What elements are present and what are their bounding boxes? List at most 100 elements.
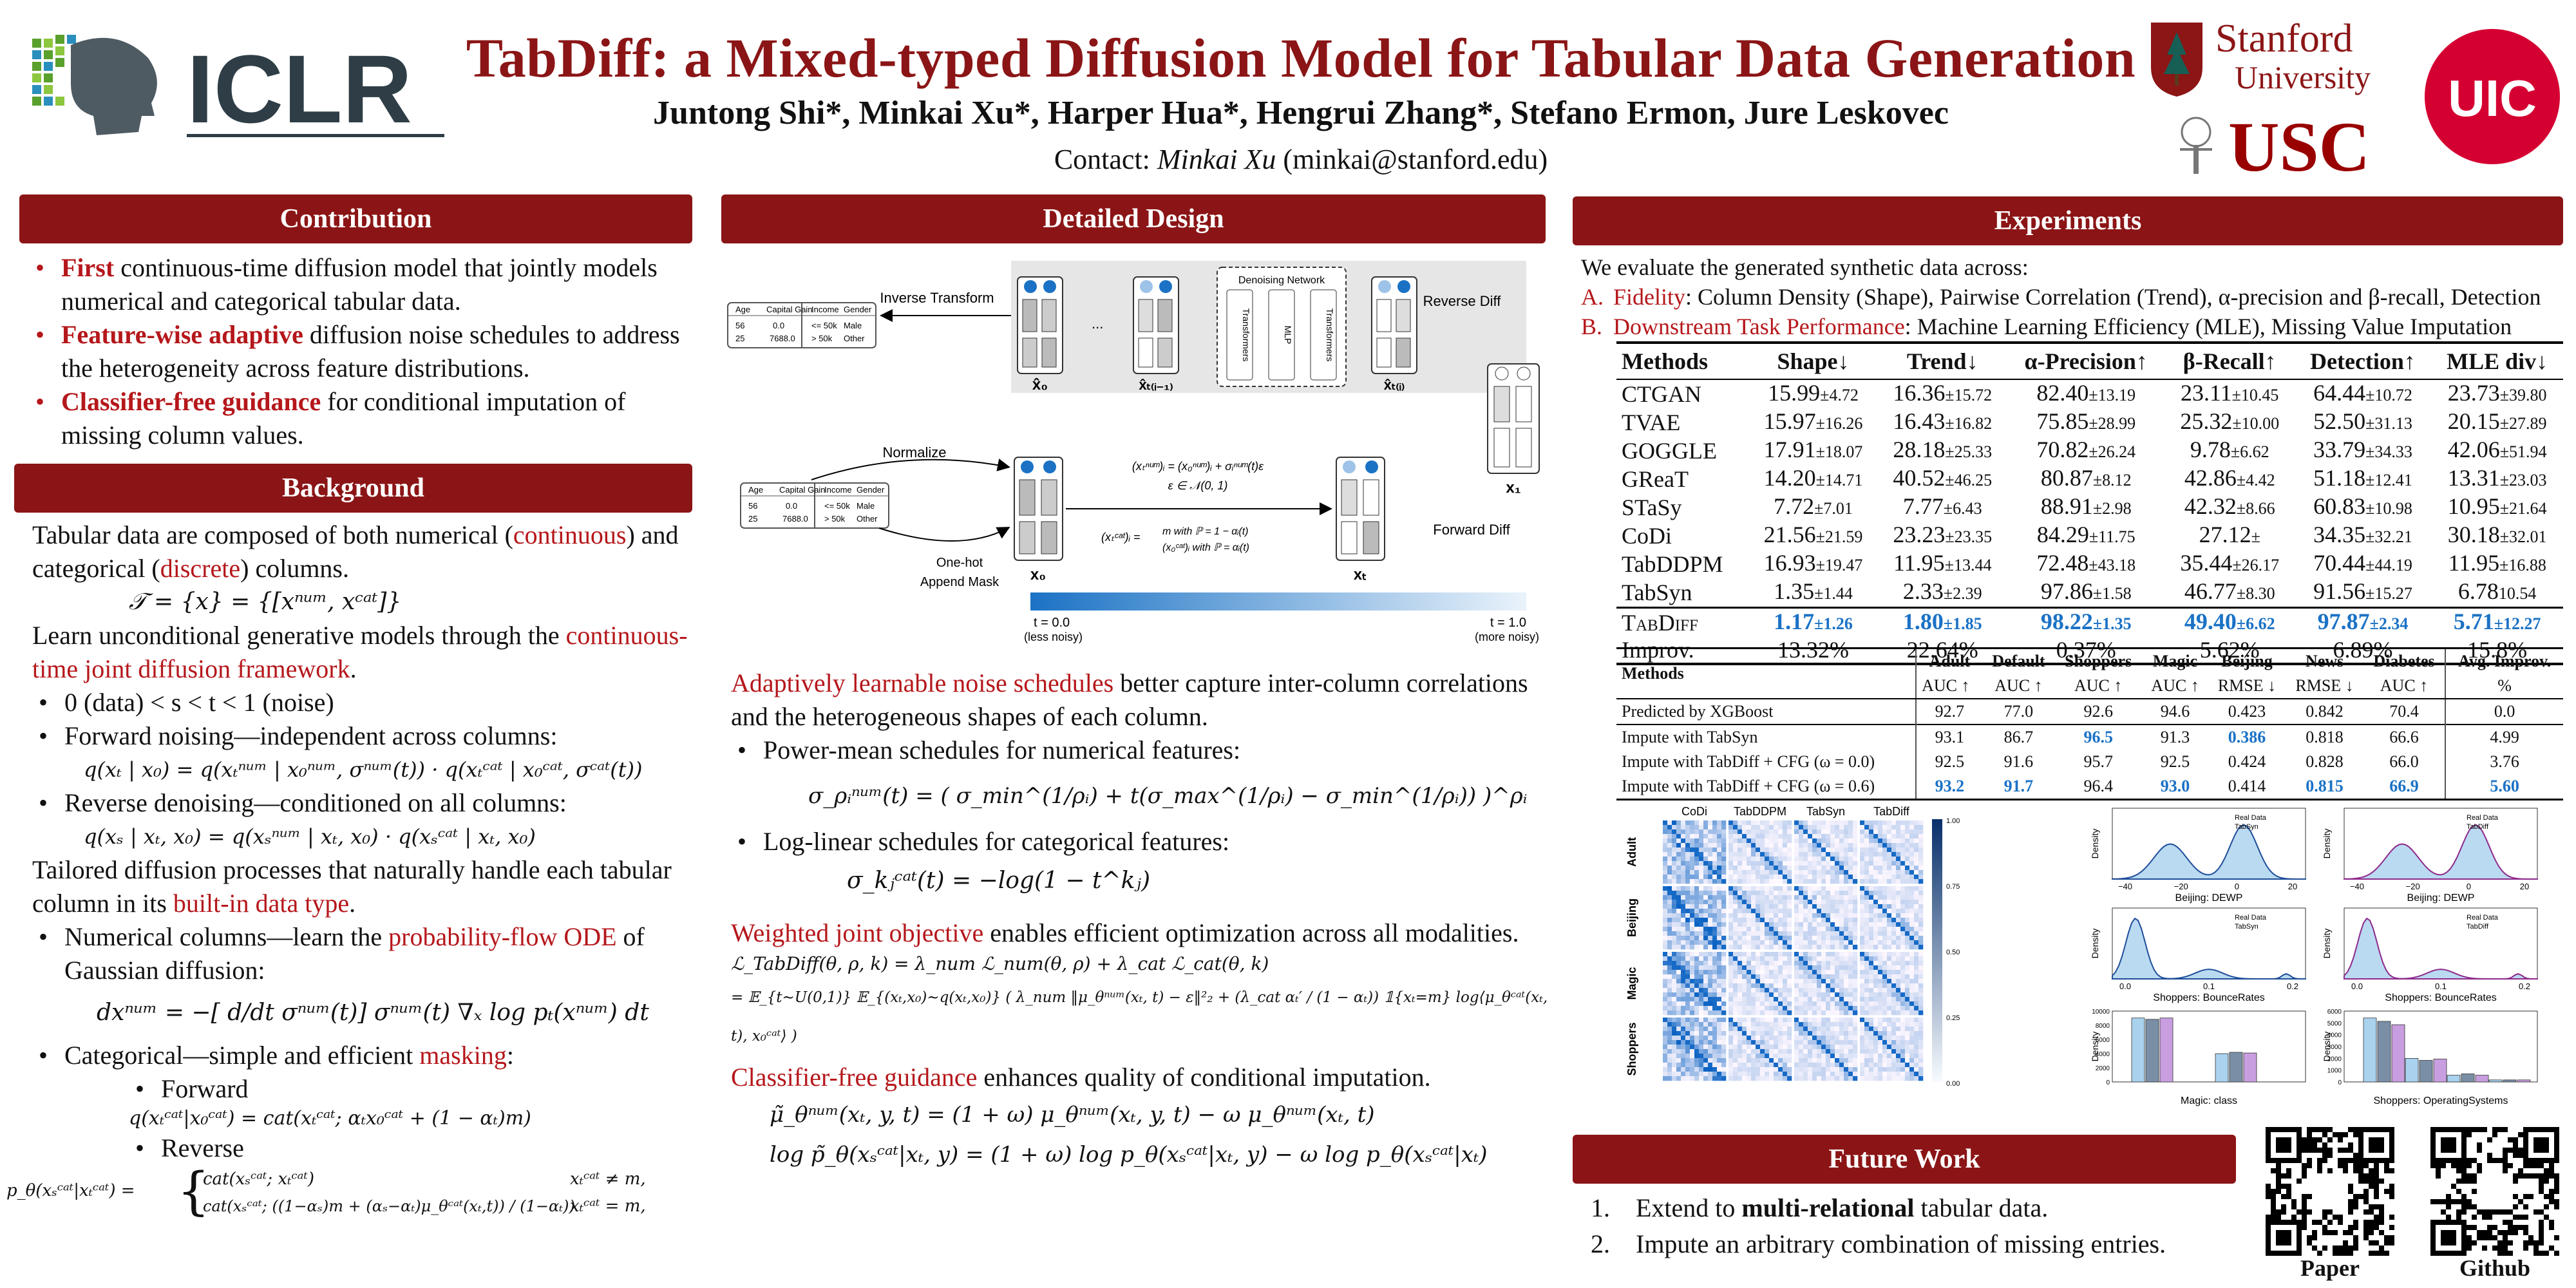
table-header-cell: Shape↓ [1748,341,1878,380]
colorbar-tick: 0.00 [1946,1080,1960,1088]
row-label: TVAE [1622,410,1681,435]
eq-objective-2: = 𝔼_{t∼U(0,1)} 𝔼_{(xₜ,x₀)∼q(xₜ,x₀)} ( λ_… [731,989,1548,1045]
svg-text:TabDiff: TabDiff [2467,823,2489,831]
design-header: Detailed Design [721,194,1546,243]
y-label: Density [2090,929,2100,959]
table-cell: 93.1 [1915,724,1983,750]
svg-text:Real Data: Real Data [2235,914,2267,922]
svg-text:USC: USC [2228,109,2370,180]
metric-header-cell: RMSE ↓ [2286,674,2363,699]
svg-text:t = 0.0: t = 0.0 [1034,616,1070,630]
heatmap-cell [1794,952,1858,1016]
svg-text:Capital Gain: Capital Gain [779,485,826,495]
table-cell: 0.414 [2208,774,2286,800]
svg-text:> 50k: > 50k [811,334,833,343]
svg-text:7688.0: 7688.0 [782,514,808,524]
svg-text:(less noisy): (less noisy) [1024,630,1083,643]
table-cell: 51.18±12.41 [2313,465,2412,491]
table-cell: 1.17±1.26 [1748,607,1878,637]
table-header-cell: Trend↓ [1877,341,2007,380]
heatmap-row-label: Adult [1625,837,1638,867]
y-tick: 6000 [2327,1009,2342,1016]
table-cell: 28.18±25.33 [1893,437,1993,462]
input-table: Age Capital Gain Income Gender 56 0.0 <= 50… [740,482,889,529]
design-bullet-loglinear: Log-linear schedules for categorical fea… [731,825,1549,858]
metric-header-cell: % [2445,674,2563,699]
svg-text:Real Data: Real Data [2467,814,2499,822]
svg-text:Reverse Diff: Reverse Diff [1423,293,1502,309]
heatmap-row-label: Magic [1625,967,1638,999]
output-table: Age Capital Gain Income Gender 56 0.0 <= 50… [727,302,876,348]
svg-text:(xₜᶜᵃᵗ)ᵢ =: (xₜᶜᵃᵗ)ᵢ = [1101,531,1140,544]
github-qr-code[interactable] [2430,1127,2559,1256]
experiments-item-b: B. Downstream Task Performance: Machine L… [1581,314,2512,339]
uic-logo: UIC [2425,29,2560,164]
eq-cfg-2: log p̃_θ(xₛᶜᵃᵗ|xₜ, y) = (1 + ω) log p_θ(… [770,1142,1488,1168]
svg-text:Inverse Transform: Inverse Transform [880,290,994,306]
future-work-header: Future Work [1573,1135,2236,1184]
table-row: Impute with TabDiff + CFG (ω = 0.6) 93.2 9… [1616,774,2563,800]
table-cell: 20.15±27.89 [2447,408,2547,434]
table-cell: 33.79±34.33 [2313,437,2412,462]
table-row: CTGAN 15.99±4.72 16.36±15.72 82.40±13.19 23.… [1616,379,2563,408]
eq-dataset: 𝒯 = {x} = {[xⁿᵘᵐ, xᶜᵃᵗ]} [129,589,402,615]
table-cell: 5.71±12.27 [2431,607,2563,637]
plot-title: Shoppers: OperatingSystems [2374,1095,2508,1106]
eq-cat-reverse: p_θ(xₛᶜᵃᵗ|xₜᶜᵃᵗ) = { cat(xₛᶜᵃᵗ; xₜᶜᵃᵗ) x… [6,1161,646,1221]
background-header: Background [14,464,692,513]
table-cell: 7.77±6.43 [1902,493,1982,519]
table-header-cell: Diabetes [2363,647,2446,674]
paper-qr-label: Paper [2300,1255,2360,1281]
table-cell: 66.6 [2363,724,2446,750]
paper-qr-code[interactable] [2266,1127,2394,1256]
y-tick: 1000 [2327,1068,2342,1075]
metric-header-cell: AUC ↑ [1915,674,1983,699]
y-tick: 3000 [2327,1044,2342,1051]
svg-text:25: 25 [735,334,744,343]
bg-sub-forward: Forward [129,1072,696,1106]
table-cell: 0.828 [2306,752,2344,771]
future-item: 1. Extend to multi-relational tabular dat… [1591,1193,2049,1222]
table-cell: 35.44±26.17 [2180,550,2280,576]
table-row: CoDi 21.56±21.59 23.23±23.35 84.29±11.75 27.… [1616,522,2563,550]
x-tick: 0.2 [2287,981,2298,991]
svg-text:56: 56 [748,501,757,511]
table-cell: 52.50±31.13 [2313,408,2412,434]
table-cell: Impute with TabSyn [1616,724,1917,750]
x-tick: −40 [2118,882,2132,891]
svg-text:Normalize: Normalize [882,444,946,460]
heatmap-cell [1794,820,1858,884]
table-cell: 75.85±28.99 [2036,408,2136,434]
colorbar [1932,819,1942,1082]
eq-ode: dxⁿᵘᵐ = −[ d/dt σⁿᵘᵐ(t)] σⁿᵘᵐ(t) ∇ₓ log … [97,999,649,1026]
heatmap-row-label: Shoppers [1625,1022,1638,1075]
x-tick: 0.0 [2351,981,2363,991]
contribution-item: First continuous-time diffusion model th… [29,251,699,318]
colorbar-tick: 0.50 [1946,949,1960,956]
table-cell: 40.52±46.25 [1893,465,1993,491]
experiments-intro: We evaluate the generated synthetic data… [1581,252,2566,341]
svg-text:xₜ: xₜ [1354,566,1367,583]
svg-text:Transformers: Transformers [1325,308,1335,362]
eq-objective-1: ℒ_TabDiff(θ, ρ, k) = λ_num ℒ_num(θ, ρ) +… [731,953,1269,974]
table-cell: 9.78±6.62 [2190,437,2269,462]
table-cell: Impute with TabDiff + CFG (ω = 0.0) [1622,752,1875,771]
svg-text:(xₜⁿᵘᵐ)ᵢ = (x₀ⁿᵘᵐ)ᵢ + σᵢⁿᵘᵐ(t): (xₜⁿᵘᵐ)ᵢ = (x₀ⁿᵘᵐ)ᵢ + σᵢⁿᵘᵐ(t)ε [1132,460,1264,473]
svg-text:7688.0: 7688.0 [770,334,795,343]
table-header-cell: Detection↑ [2294,341,2432,380]
svg-text:<= 50k: <= 50k [824,501,850,511]
contribution-header: Contribution [19,194,692,243]
bg-para-2: Learn unconditional generative models th… [32,621,688,683]
svg-text:Income: Income [811,305,839,314]
heatmap-cell [1860,886,1924,950]
y-tick: 8000 [2096,1023,2110,1030]
bg-bullet-reverse: Reverse denoising—conditioned on all col… [32,786,696,820]
heatmap-cell [1794,886,1858,950]
contribution-item: Feature-wise adaptive diffusion noise sc… [29,318,699,385]
svg-text:56: 56 [735,321,744,330]
heatmap-cell [1663,820,1727,884]
svg-text:MLP: MLP [1283,326,1293,345]
svg-text:Append Mask: Append Mask [920,575,999,589]
